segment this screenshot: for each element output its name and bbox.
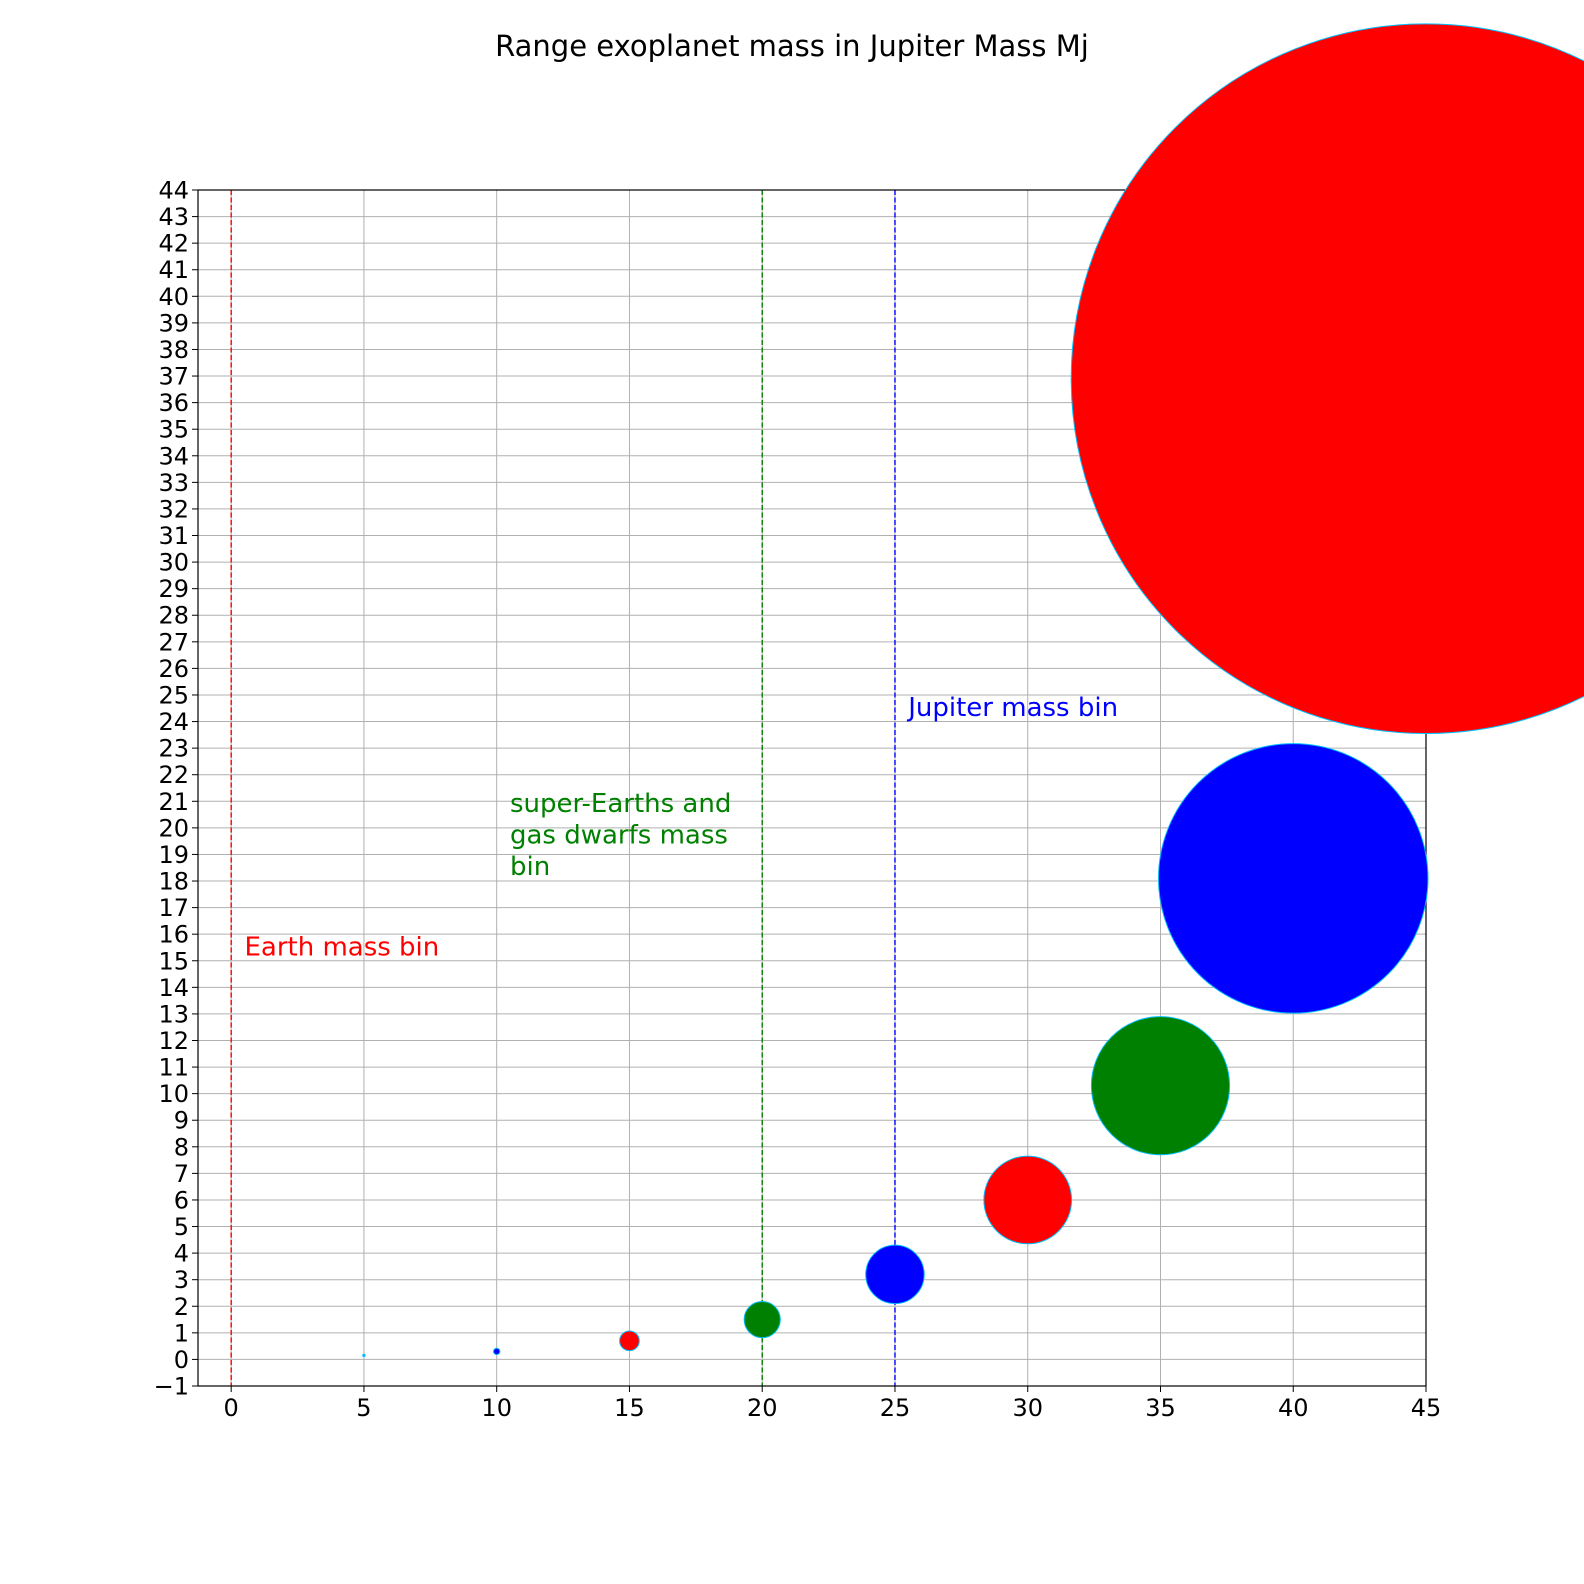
y-tick-label: 28 bbox=[158, 602, 189, 630]
chart-title: Range exoplanet mass in Jupiter Mass Mj bbox=[495, 29, 1089, 63]
y-tick-label: 3 bbox=[174, 1266, 189, 1294]
x-tick-label: 45 bbox=[1411, 1394, 1442, 1422]
y-tick-label: 13 bbox=[158, 1000, 189, 1028]
data-point bbox=[619, 1330, 640, 1352]
y-tick-label: 14 bbox=[158, 974, 189, 1002]
y-tick-label: 32 bbox=[158, 495, 189, 523]
bin-annotation: Earth mass bin bbox=[244, 932, 439, 962]
y-tick-label: 38 bbox=[158, 336, 189, 364]
data-point bbox=[865, 1244, 925, 1305]
plot-frame bbox=[197, 189, 1427, 1387]
data-point bbox=[1070, 23, 1584, 734]
y-tick-label: 33 bbox=[158, 469, 189, 497]
bin-annotation: super-Earths and gas dwarfs mass bin bbox=[510, 789, 731, 882]
y-tick-label: 37 bbox=[158, 363, 189, 391]
y-tick-label: 21 bbox=[158, 788, 189, 816]
x-tick-label: 35 bbox=[1145, 1394, 1176, 1422]
y-tick-label: 11 bbox=[158, 1054, 189, 1082]
y-tick-label: 8 bbox=[174, 1133, 189, 1161]
y-tick-label: 2 bbox=[174, 1293, 189, 1321]
y-tick-label: 0 bbox=[174, 1346, 189, 1374]
data-point bbox=[1090, 1016, 1231, 1156]
y-tick-label: 25 bbox=[158, 681, 189, 709]
annotations: Earth mass bin super-Earths and gas dwarfs… bbox=[244, 693, 1118, 962]
data-point bbox=[1157, 743, 1429, 1014]
x-tick-label: 10 bbox=[481, 1394, 512, 1422]
y-tick-label: 24 bbox=[158, 708, 189, 736]
y-tick-label: 20 bbox=[158, 814, 189, 842]
y-tick-label: 42 bbox=[158, 230, 189, 258]
data-point bbox=[983, 1155, 1073, 1245]
y-tick-label: 26 bbox=[158, 655, 189, 683]
y-tick-label: 12 bbox=[158, 1027, 189, 1055]
y-tick-label: 35 bbox=[158, 416, 189, 444]
y-tick-label: 17 bbox=[158, 894, 189, 922]
y-tick-label: 30 bbox=[158, 549, 189, 577]
y-tick-label: 22 bbox=[158, 761, 189, 789]
x-tick-label: 25 bbox=[880, 1394, 911, 1422]
y-tick-label: 34 bbox=[158, 442, 189, 470]
y-tick-label: 36 bbox=[158, 389, 189, 417]
data-points bbox=[362, 23, 1584, 1358]
x-tick-label: 40 bbox=[1278, 1394, 1309, 1422]
y-tick-label: 7 bbox=[174, 1160, 189, 1188]
y-tick-label: 41 bbox=[158, 256, 189, 284]
y-tick-label: 44 bbox=[158, 177, 189, 205]
y-tick-label: 18 bbox=[158, 868, 189, 896]
y-tick-label: 43 bbox=[158, 203, 189, 231]
data-point bbox=[362, 1353, 366, 1358]
y-tick-label: 10 bbox=[158, 1080, 189, 1108]
bin-annotation: Jupiter mass bin bbox=[906, 693, 1118, 723]
y-tick-label: 1 bbox=[174, 1319, 189, 1347]
x-tick-label: 5 bbox=[356, 1394, 371, 1422]
y-tick-label: 27 bbox=[158, 628, 189, 656]
y-tick-label: 16 bbox=[158, 921, 189, 949]
y-tick-label: 40 bbox=[158, 283, 189, 311]
y-tick-label: 5 bbox=[174, 1213, 189, 1241]
x-tick-label: 20 bbox=[747, 1394, 778, 1422]
y-tick-label: 39 bbox=[158, 309, 189, 337]
y-tick-label: 6 bbox=[174, 1186, 189, 1214]
axis-ticks: 0 5 10 15 20 25 30 35 40 45−101234567891011121314… bbox=[154, 177, 1442, 1423]
y-tick-label: 9 bbox=[174, 1107, 189, 1135]
y-tick-label: 29 bbox=[158, 575, 189, 603]
y-tick-label: 15 bbox=[158, 947, 189, 975]
data-point bbox=[493, 1347, 501, 1356]
data-point bbox=[743, 1300, 781, 1339]
bin-divider-lines bbox=[230, 190, 896, 1386]
x-tick-label: 15 bbox=[614, 1394, 645, 1422]
x-tick-label: 30 bbox=[1012, 1394, 1043, 1422]
y-tick-label: 19 bbox=[158, 841, 189, 869]
y-tick-label: −1 bbox=[154, 1373, 189, 1401]
y-tick-label: 31 bbox=[158, 522, 189, 550]
x-tick-label: 0 bbox=[224, 1394, 239, 1422]
y-tick-label: 4 bbox=[174, 1240, 189, 1268]
y-tick-label: 23 bbox=[158, 735, 189, 763]
